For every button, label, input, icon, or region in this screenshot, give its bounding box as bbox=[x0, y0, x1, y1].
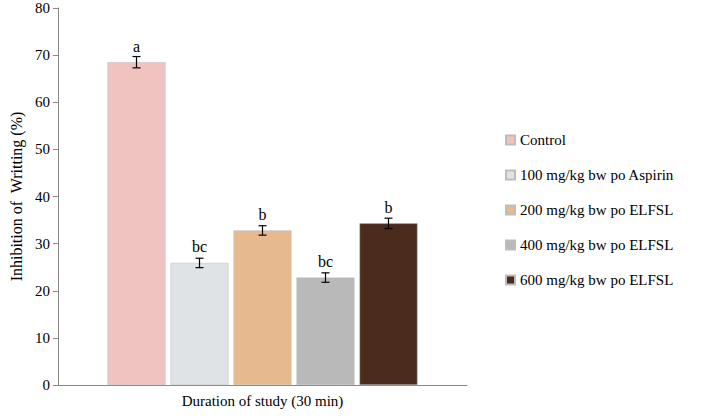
svg-text:a: a bbox=[133, 38, 140, 55]
svg-text:60: 60 bbox=[35, 94, 50, 110]
svg-text:50: 50 bbox=[35, 141, 50, 157]
svg-text:b: b bbox=[385, 199, 393, 216]
svg-text:Control: Control bbox=[520, 132, 566, 148]
svg-text:70: 70 bbox=[35, 47, 50, 63]
svg-text:400 mg/kg bw po ELFSL: 400 mg/kg bw po ELFSL bbox=[520, 237, 673, 253]
svg-text:20: 20 bbox=[35, 283, 50, 299]
svg-text:80: 80 bbox=[35, 0, 50, 16]
svg-text:40: 40 bbox=[35, 189, 50, 205]
svg-text:bc: bc bbox=[318, 253, 333, 270]
svg-text:30: 30 bbox=[35, 236, 50, 252]
svg-text:600 mg/kg bw po ELFSL: 600 mg/kg bw po ELFSL bbox=[520, 272, 673, 288]
svg-text:100 mg/kg bw po Aspirin: 100 mg/kg bw po Aspirin bbox=[520, 167, 674, 183]
svg-text:Duration of study (30 min): Duration of study (30 min) bbox=[182, 393, 344, 410]
svg-text:10: 10 bbox=[35, 330, 50, 346]
svg-text:bc: bc bbox=[192, 238, 207, 255]
svg-text:200 mg/kg bw po ELFSL: 200 mg/kg bw po ELFSL bbox=[520, 202, 673, 218]
svg-text:0: 0 bbox=[43, 377, 51, 393]
svg-text:Inhibition of Writting (%): Inhibition of Writting (%) bbox=[8, 112, 26, 282]
svg-text:b: b bbox=[259, 206, 267, 223]
